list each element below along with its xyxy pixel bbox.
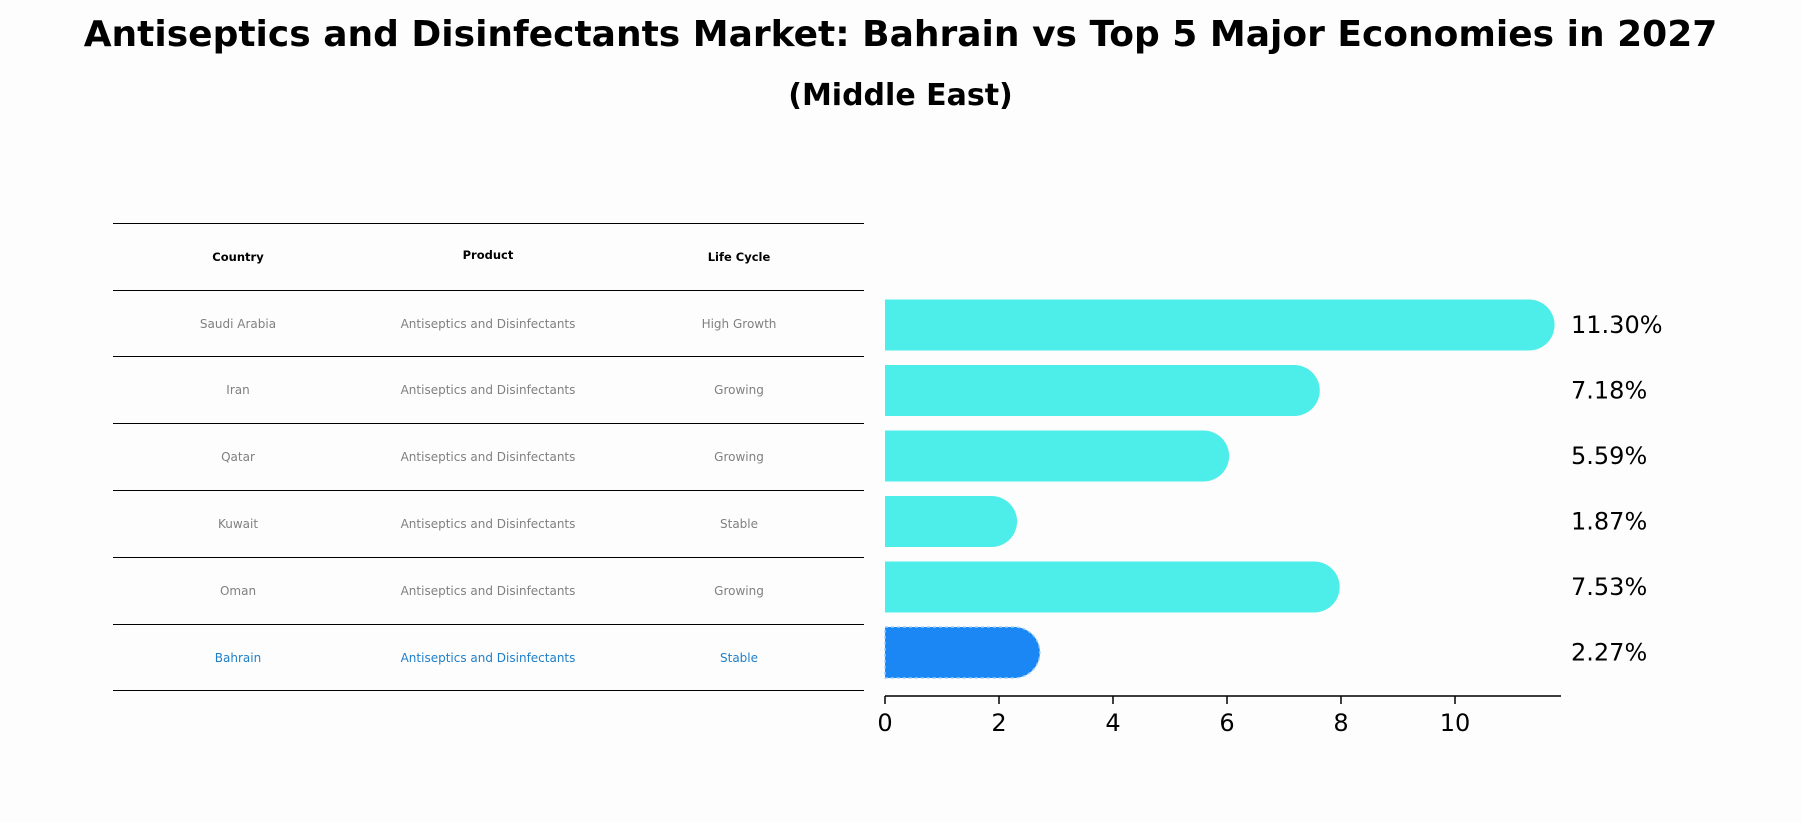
x-tick-label: 8 — [1333, 709, 1348, 737]
data-label: 7.18% — [1571, 377, 1647, 405]
product-cell: Antiseptics and Disinfectants — [400, 517, 576, 532]
bar-bahrain — [885, 627, 1040, 678]
bar-oman — [885, 561, 1340, 613]
x-tick-label: 10 — [1440, 709, 1471, 737]
bar-highlight-outline — [884, 626, 1041, 679]
table-rule — [113, 557, 864, 558]
product-cell: Antiseptics and Disinfectants — [400, 584, 576, 599]
table-rule — [113, 690, 864, 691]
data-label: 2.27% — [1571, 639, 1647, 667]
product-cell: Antiseptics and Disinfectants — [400, 383, 576, 398]
data-label: 7.53% — [1571, 573, 1647, 601]
header-life-cycle: Life Cycle — [707, 250, 771, 264]
table-rule — [113, 423, 864, 424]
table-rule — [113, 223, 864, 224]
product-cell: Antiseptics and Disinfectants — [400, 651, 576, 665]
life-cycle-cell: High Growth — [701, 316, 777, 331]
chart-title: Antiseptics and Disinfectants Market: Ba… — [83, 14, 1718, 55]
chart-subtitle: (Middle East) — [788, 78, 1013, 113]
life-cycle-cell: Growing — [714, 450, 764, 465]
life-cycle-cell: Stable — [719, 517, 759, 532]
life-cycle-cell: Growing — [714, 383, 764, 398]
x-tick-label: 4 — [1105, 709, 1120, 737]
table-rule — [113, 490, 864, 491]
life-cycle-cell: Growing — [714, 584, 764, 599]
product-cell: Antiseptics and Disinfectants — [400, 316, 576, 331]
life-cycle-cell: Stable — [719, 651, 759, 665]
x-tick-label: 2 — [991, 709, 1006, 737]
table-rule — [113, 624, 864, 625]
data-label: 11.30% — [1571, 311, 1663, 339]
header-product: Product — [462, 248, 514, 262]
header-country: Country — [212, 250, 264, 264]
bar-iran — [885, 365, 1320, 416]
x-tick-label: 0 — [877, 709, 892, 737]
country-cell: Oman — [219, 584, 257, 599]
data-label: 1.87% — [1571, 508, 1647, 536]
bar-saudi-arabia — [885, 299, 1555, 351]
table-rule — [113, 290, 864, 291]
bar-qatar — [885, 430, 1230, 482]
country-cell: Iran — [226, 383, 250, 398]
table-rule — [113, 356, 864, 357]
country-cell: Bahrain — [214, 651, 262, 665]
country-cell: Saudi Arabia — [199, 316, 277, 331]
x-tick-label: 6 — [1219, 709, 1234, 737]
country-cell: Kuwait — [217, 517, 259, 532]
bar-kuwait — [885, 496, 1018, 547]
product-cell: Antiseptics and Disinfectants — [400, 450, 576, 465]
data-label: 5.59% — [1571, 442, 1647, 470]
country-cell: Qatar — [221, 450, 255, 465]
